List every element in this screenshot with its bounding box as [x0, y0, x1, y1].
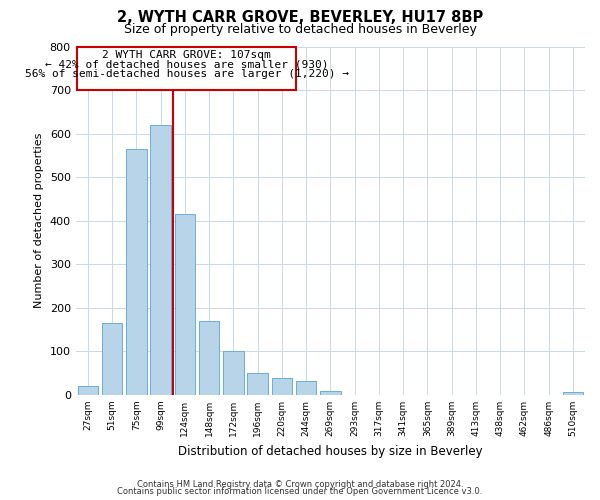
Text: Size of property relative to detached houses in Beverley: Size of property relative to detached ho… [124, 22, 476, 36]
Text: Contains HM Land Registry data © Crown copyright and database right 2024.: Contains HM Land Registry data © Crown c… [137, 480, 463, 489]
Bar [247, 373, 268, 395]
Bar [126, 149, 146, 395]
FancyBboxPatch shape [77, 46, 296, 90]
Bar [77, 386, 98, 395]
Text: ← 42% of detached houses are smaller (930): ← 42% of detached houses are smaller (93… [45, 60, 328, 70]
Text: 56% of semi-detached houses are larger (1,220) →: 56% of semi-detached houses are larger (… [25, 69, 349, 79]
X-axis label: Distribution of detached houses by size in Beverley: Distribution of detached houses by size … [178, 444, 482, 458]
Y-axis label: Number of detached properties: Number of detached properties [34, 133, 44, 308]
Bar [223, 352, 244, 395]
Text: Contains public sector information licensed under the Open Government Licence v3: Contains public sector information licen… [118, 488, 482, 496]
Bar [199, 321, 220, 395]
Bar [563, 392, 583, 395]
Text: 2 WYTH CARR GROVE: 107sqm: 2 WYTH CARR GROVE: 107sqm [102, 50, 271, 60]
Bar [272, 378, 292, 395]
Bar [175, 214, 195, 395]
Text: 2, WYTH CARR GROVE, BEVERLEY, HU17 8BP: 2, WYTH CARR GROVE, BEVERLEY, HU17 8BP [117, 10, 483, 25]
Bar [296, 380, 316, 395]
Bar [320, 390, 341, 395]
Bar [150, 125, 171, 395]
Bar [102, 323, 122, 395]
